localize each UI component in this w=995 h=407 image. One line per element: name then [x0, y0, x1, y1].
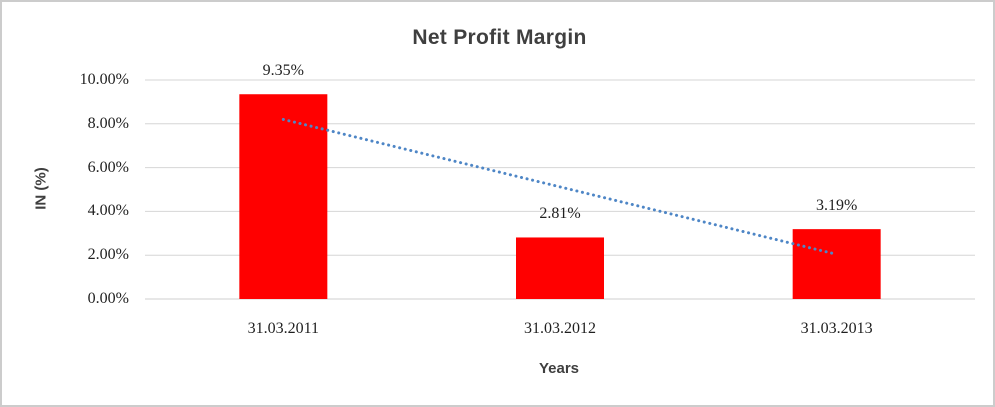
bar[interactable] [516, 237, 604, 299]
bar-value-label: 9.35% [262, 62, 304, 80]
y-tick-label: 8.00% [87, 114, 129, 132]
bar-value-label: 3.19% [815, 197, 858, 215]
y-tick-label: 0.00% [87, 290, 129, 307]
y-tick-label: 4.00% [87, 202, 129, 220]
x-tick-label: 31.03.2013 [800, 320, 873, 337]
y-tick-label: 2.00% [87, 246, 129, 264]
bar[interactable] [792, 229, 881, 299]
bar-value-label: 2.81% [539, 205, 581, 223]
x-tick-label: 31.03.2012 [524, 320, 596, 337]
x-axis-title: Years [538, 360, 580, 377]
bar[interactable] [239, 94, 328, 299]
y-tick-label: 6.00% [87, 158, 129, 176]
trendline[interactable] [281, 117, 839, 256]
y-tick-label: 10.00% [79, 71, 129, 88]
chart-title: Net Profit Margin [412, 26, 587, 49]
x-tick-label: 31.03.2011 [247, 320, 320, 337]
